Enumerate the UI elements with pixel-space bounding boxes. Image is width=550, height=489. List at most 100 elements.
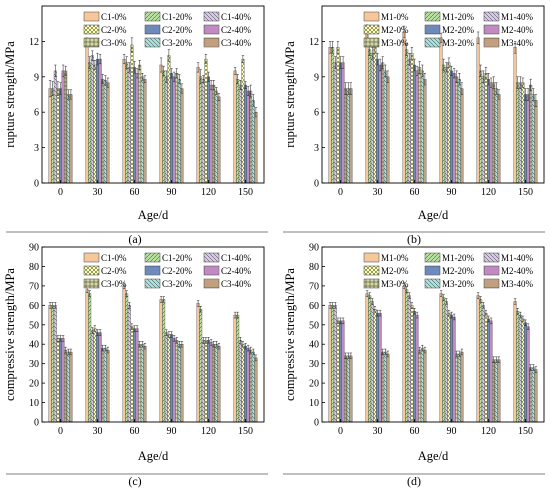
legend-swatch <box>203 37 220 48</box>
error-bar <box>328 41 332 54</box>
bar-C2-40%-90 <box>172 338 176 423</box>
error-bar <box>138 341 141 348</box>
y-tick-label: 9 <box>314 72 319 83</box>
bar-M3-20%-0 <box>346 355 350 423</box>
error-bar <box>386 350 390 358</box>
error-bar <box>246 85 250 96</box>
error-bar <box>421 344 424 352</box>
legend-label: C1-40% <box>221 253 252 263</box>
bar-C2-40%-150 <box>246 347 250 423</box>
error-bar <box>479 296 482 303</box>
error-bar <box>143 343 147 350</box>
bar-M3-0%-150 <box>529 84 533 184</box>
error-bar <box>460 348 464 356</box>
bar-C3-0%-0 <box>64 70 68 184</box>
y-tick-label: 60 <box>29 301 39 312</box>
error-bar <box>410 47 414 60</box>
error-bar <box>415 311 419 319</box>
bar-M1-40%-0 <box>333 62 337 184</box>
error-bar <box>421 64 424 78</box>
legend-swatch <box>363 265 380 276</box>
error-bar <box>167 49 171 62</box>
bar-C1-20%-30 <box>88 293 92 423</box>
bar-C2-20%-30 <box>96 332 99 423</box>
y-tick-label: 70 <box>309 281 319 292</box>
legend-label: M2-0% <box>381 266 409 276</box>
bar-C3-0%-90 <box>175 73 179 184</box>
error-bar <box>423 73 427 86</box>
bar-C1-0%-120 <box>196 67 200 184</box>
bar-M1-20%-60 <box>405 289 409 423</box>
y-tick-label: 30 <box>29 359 39 370</box>
bar-M2-20%-60 <box>413 310 416 423</box>
bar-M3-40%-60 <box>423 349 427 423</box>
error-bar <box>167 331 171 338</box>
error-bar <box>532 88 535 101</box>
error-bar <box>61 64 65 78</box>
legend-label: M1-20% <box>442 12 474 22</box>
y-tick-label: 50 <box>29 320 39 331</box>
panel-label-d: (d) <box>407 474 421 488</box>
bar-M2-0%-60 <box>410 305 414 423</box>
bar-C3-40%-30 <box>106 349 110 423</box>
legend-swatch <box>363 252 380 263</box>
bar-C1-40%-150 <box>238 84 242 184</box>
bar-C1-20%-90 <box>162 299 166 423</box>
x-tick-label: 0 <box>58 187 63 198</box>
bar-M2-40%-0 <box>341 62 345 184</box>
bar-C2-20%-90 <box>170 73 173 184</box>
bar-C3-40%-60 <box>143 78 147 184</box>
legend-label: C1-20% <box>162 12 193 22</box>
bar-C2-20%-60 <box>133 328 136 423</box>
legend-label: M2-0% <box>381 25 409 35</box>
x-axis-label: Age/d <box>138 208 169 222</box>
bar-C2-0%-60 <box>130 44 134 184</box>
bar-C2-40%-30 <box>98 58 102 184</box>
error-bar <box>384 64 387 78</box>
bar-C1-20%-0 <box>51 305 55 423</box>
y-tick-label: 0 <box>34 179 39 190</box>
error-bar <box>447 309 451 317</box>
error-bar <box>452 313 456 321</box>
x-tick-label: 90 <box>167 426 177 437</box>
bar-M3-40%-120 <box>497 359 501 423</box>
bar-M1-0%-120 <box>476 37 480 184</box>
bar-C2-40%-60 <box>135 328 139 423</box>
bar-C3-20%-60 <box>140 344 144 423</box>
error-bar <box>249 346 252 354</box>
error-bar <box>249 84 252 98</box>
error-bar <box>130 37 134 53</box>
legend-label: C3-20% <box>162 279 193 289</box>
legend-swatch <box>483 11 500 22</box>
bar-M3-40%-0 <box>349 355 353 423</box>
y-axis-label: rupture strength/MPa <box>3 41 17 148</box>
error-bar <box>61 335 65 342</box>
y-tick-label: 80 <box>309 262 319 273</box>
bar-C2-0%-90 <box>167 334 171 423</box>
error-bar <box>246 344 250 352</box>
legend-swatch <box>203 252 220 263</box>
bar-M2-20%-150 <box>524 322 527 423</box>
error-bar <box>413 308 416 315</box>
bar-C2-0%-30 <box>93 328 97 423</box>
legend-label: C2-40% <box>221 25 252 35</box>
legend-swatch <box>363 24 380 35</box>
bar-M2-0%-0 <box>336 320 340 423</box>
bar-C2-20%-90 <box>170 334 173 423</box>
panel-label-c: (c) <box>128 474 141 488</box>
error-bar <box>207 337 210 344</box>
legend-label: C3-40% <box>221 38 252 48</box>
error-bar <box>217 343 221 350</box>
bar-C1-20%-120 <box>199 76 203 184</box>
error-bar <box>122 282 126 290</box>
error-bar <box>196 62 200 73</box>
legend-swatch <box>144 11 161 22</box>
x-tick-label: 150 <box>518 187 533 198</box>
legend-swatch <box>144 265 161 276</box>
error-bar <box>93 325 97 332</box>
error-bar <box>125 290 128 297</box>
bar-M1-40%-0 <box>333 305 337 423</box>
bar-C3-20%-120 <box>214 344 218 423</box>
bar-C1-40%-30 <box>90 330 94 423</box>
bar-C3-20%-150 <box>251 100 255 184</box>
